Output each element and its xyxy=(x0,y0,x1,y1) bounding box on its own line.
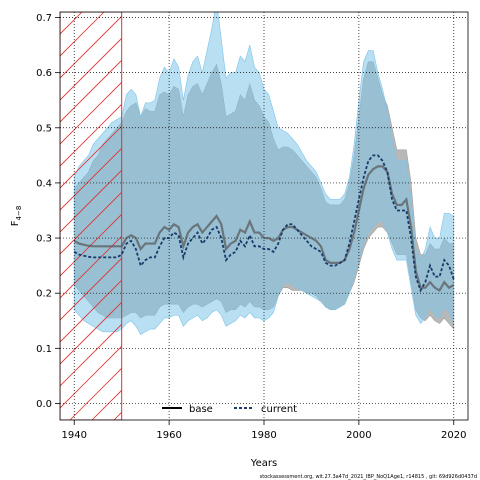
y-axis-title: F4−8 xyxy=(10,206,23,227)
hatch-border xyxy=(60,12,123,420)
y-tick-label: 0.4 xyxy=(36,178,52,189)
x-tick-label: 1980 xyxy=(251,430,276,441)
series-line-base xyxy=(73,165,455,292)
hatched-region xyxy=(60,12,123,420)
svg-text:F4−8: F4−8 xyxy=(10,206,23,227)
hatch-line xyxy=(60,213,122,277)
hatch-line xyxy=(60,37,122,101)
y-tick-label: 0.7 xyxy=(36,13,52,24)
y-axis-title-subscript: 4−8 xyxy=(15,206,23,221)
y-tick-label: 0.1 xyxy=(36,344,52,355)
y-tick-label: 0.0 xyxy=(36,399,52,410)
x-tick-label: 1960 xyxy=(156,430,181,441)
axes: 1940 1960 1980 2000 2020 0.0 0.1 0.2 0.3 0.4 0.5 0.… xyxy=(36,13,466,441)
footer-credit: stockassessment.org, wit.27.3a47d_2021_I… xyxy=(260,474,477,480)
series-line-current xyxy=(73,154,455,293)
y-tick-label: 0.2 xyxy=(36,289,52,300)
x-tick-label: 1940 xyxy=(62,430,87,441)
series-lines xyxy=(73,154,455,293)
hatch-line xyxy=(60,191,122,255)
x-tick-label: 2020 xyxy=(441,430,466,441)
y-axis-title-main: F xyxy=(10,220,21,226)
hatch-line xyxy=(60,59,122,123)
y-tick-label: 0.6 xyxy=(36,68,52,79)
hatch-lines xyxy=(60,12,122,420)
x-axis-title: Years xyxy=(250,458,277,469)
hatch-line xyxy=(60,169,122,233)
band-current xyxy=(73,12,455,335)
x-tick-label: 2000 xyxy=(346,430,371,441)
hatch-line xyxy=(60,323,122,387)
legend: base current xyxy=(162,404,297,415)
hatch-line xyxy=(60,301,122,365)
y-tick-label: 0.5 xyxy=(36,123,52,134)
hatch-line xyxy=(60,345,122,409)
y-tick-label: 0.3 xyxy=(36,234,52,245)
legend-label-current: current xyxy=(261,404,297,415)
legend-label-base: base xyxy=(189,404,213,415)
